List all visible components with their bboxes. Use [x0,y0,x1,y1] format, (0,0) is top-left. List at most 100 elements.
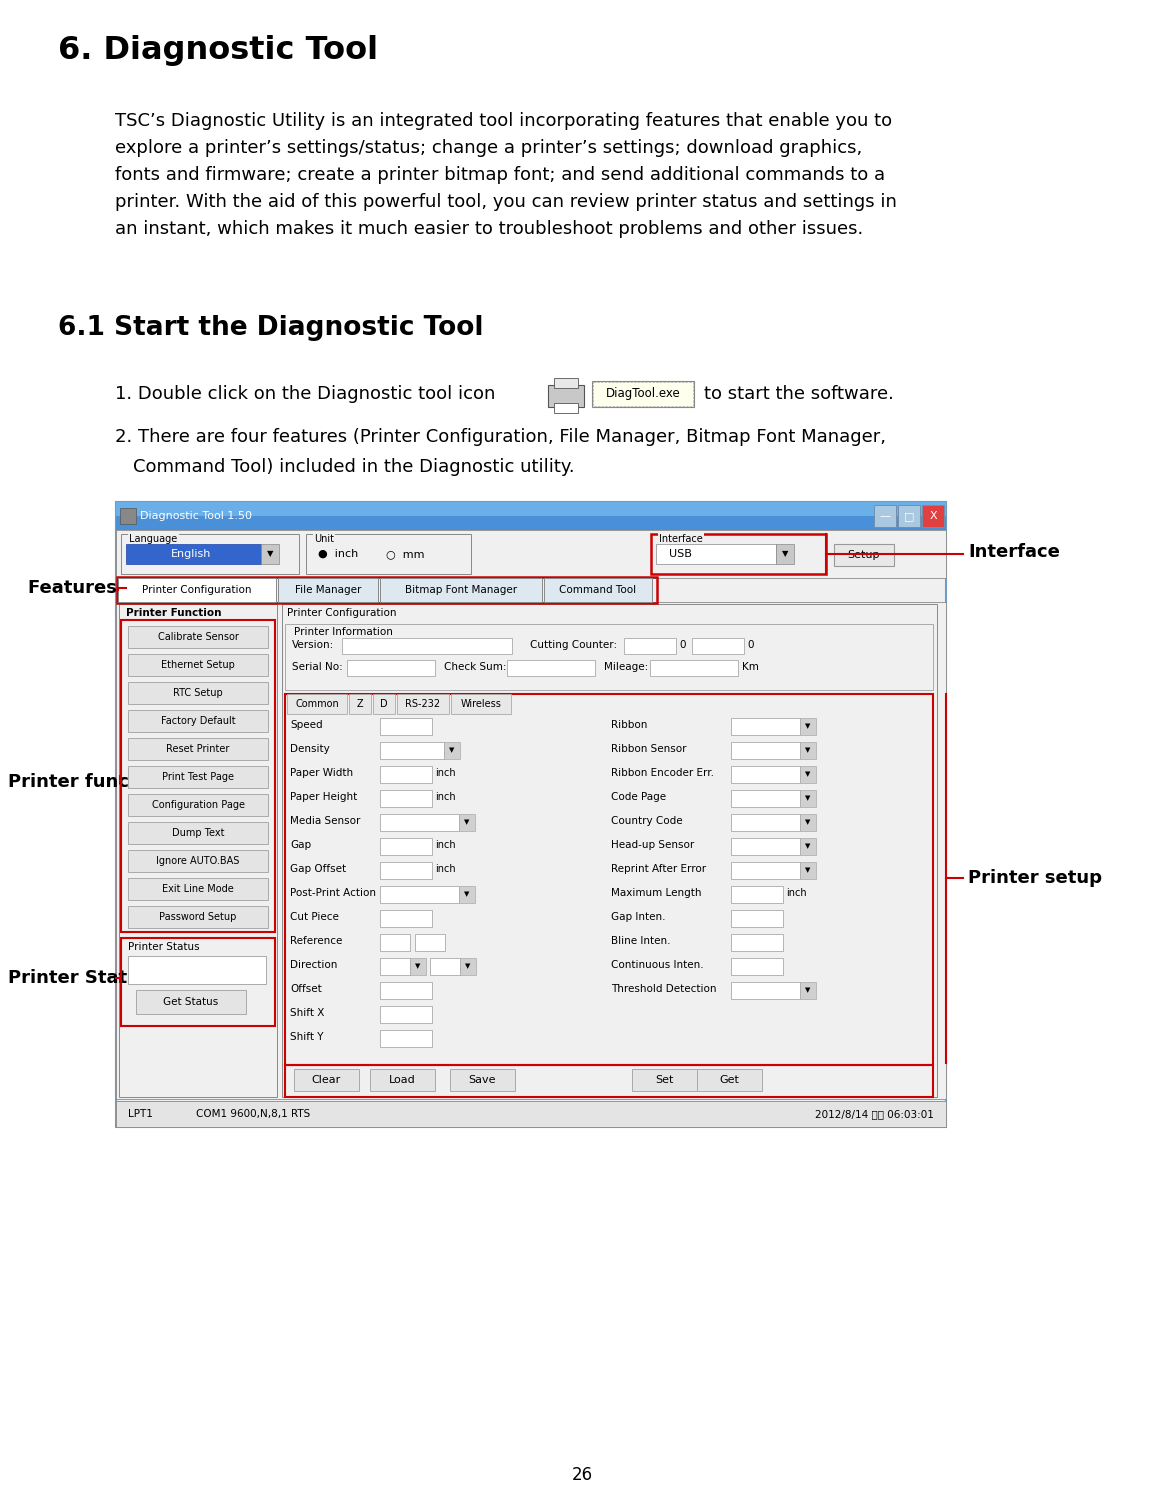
Text: D: D [380,698,388,709]
Text: Command Tool) included in the Diagnostic utility.: Command Tool) included in the Diagnostic… [133,458,574,476]
Text: Factory Default: Factory Default [161,716,235,725]
Text: Printer Configuration: Printer Configuration [142,584,252,595]
Text: Serial No:: Serial No: [292,662,343,671]
Text: Get: Get [719,1075,739,1084]
Bar [118,578,276,602]
Bar [285,623,933,689]
Bar [451,694,511,713]
Text: Printer Status: Printer Status [8,969,150,987]
Bar [380,742,444,759]
Bar [800,982,815,999]
Text: ▼: ▼ [782,550,789,559]
Bar [800,838,815,855]
Bar [343,638,511,653]
Text: ▼: ▼ [450,748,454,754]
Bar [631,1069,697,1090]
Text: ▼: ▼ [805,987,811,993]
Bar [128,822,268,844]
Bar [730,958,783,975]
Text: 26: 26 [572,1466,593,1484]
Text: Password Setup: Password Setup [160,912,236,922]
Bar [116,502,946,530]
Text: Printer Configuration: Printer Configuration [287,608,396,617]
Bar [730,862,800,879]
Bar [128,737,268,760]
Bar [593,382,693,406]
Bar [282,604,937,1096]
Bar [128,710,268,731]
Text: Continuous Inten.: Continuous Inten. [610,960,704,970]
Bar [278,578,377,602]
Text: Wireless: Wireless [460,698,501,709]
Bar [306,535,471,574]
Text: Code Page: Code Page [610,792,666,802]
Text: Shift Y: Shift Y [290,1032,324,1042]
Bar [116,577,657,602]
Text: inch: inch [435,768,456,778]
Text: 1. Double click on the Diagnostic tool icon: 1. Double click on the Diagnostic tool i… [115,385,495,403]
Bar [126,544,261,563]
Text: Check Sum:: Check Sum: [444,662,507,671]
Bar [380,1006,432,1023]
Text: Reference: Reference [290,936,343,946]
Bar [730,838,800,855]
Text: Gap Inten.: Gap Inten. [610,912,665,922]
Text: inch: inch [435,792,456,802]
Bar [730,814,800,831]
Text: Ignore AUTO.BAS: Ignore AUTO.BAS [156,856,240,867]
Text: Diagnostic Tool 1.50: Diagnostic Tool 1.50 [140,511,252,521]
Text: Km: Km [742,662,758,671]
Bar [128,626,268,647]
Text: ▼: ▼ [805,748,811,754]
Bar [128,653,268,676]
Bar [128,682,268,704]
Bar [347,659,435,676]
Text: ●  inch: ● inch [318,550,359,559]
Bar [380,910,432,927]
Bar [116,502,946,1126]
Text: 0: 0 [747,640,754,650]
Bar [430,958,460,975]
Text: Head-up Sensor: Head-up Sensor [610,840,694,850]
Text: Cut Piece: Cut Piece [290,912,339,922]
Bar [650,659,737,676]
Text: Printer Status: Printer Status [128,942,199,952]
Bar [922,505,944,527]
Bar [373,694,395,713]
Text: fonts and firmware; create a printer bitmap font; and send additional commands t: fonts and firmware; create a printer bit… [115,167,885,185]
Text: Common: Common [295,698,339,709]
Bar [380,790,432,807]
Bar [692,638,744,653]
Bar [121,620,275,933]
Bar [730,910,783,927]
Bar [800,814,815,831]
Text: ▼: ▼ [805,796,811,802]
Text: COM1 9600,N,8,1 RTS: COM1 9600,N,8,1 RTS [196,1108,310,1119]
Text: Bline Inten.: Bline Inten. [610,936,671,946]
Bar [898,505,920,527]
Text: Media Sensor: Media Sensor [290,816,360,826]
Text: Paper Width: Paper Width [290,768,353,778]
Text: □: □ [904,511,915,521]
Bar [116,530,946,578]
Text: Get Status: Get Status [163,997,219,1006]
Bar [507,659,595,676]
Bar [834,544,894,566]
Bar [730,982,800,999]
Bar [730,886,783,903]
Bar [450,1069,515,1090]
Text: Maximum Length: Maximum Length [610,888,701,898]
Text: File Manager: File Manager [295,584,361,595]
Text: Interface: Interface [968,544,1060,562]
Bar [128,766,268,789]
Text: Reprint After Error: Reprint After Error [610,864,706,874]
Text: ▼: ▼ [267,550,274,559]
Bar [121,535,299,574]
Bar [136,990,246,1014]
Bar [380,718,432,734]
Text: Bitmap Font Manager: Bitmap Font Manager [405,584,517,595]
Bar [697,1069,762,1090]
Text: Mileage:: Mileage: [603,662,648,671]
Text: Calibrate Sensor: Calibrate Sensor [157,632,239,641]
Text: Version:: Version: [292,640,334,650]
